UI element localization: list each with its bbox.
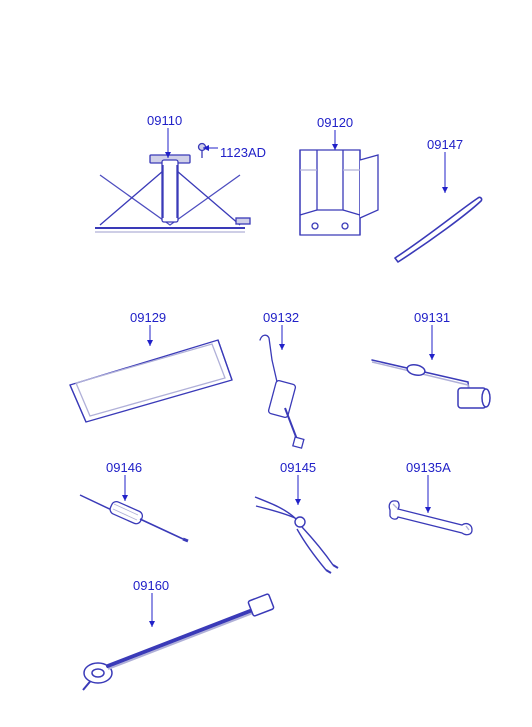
label-09132: 09132 [263,310,299,325]
label-1123AD: 1123AD [220,145,266,160]
label-09131: 09131 [414,310,450,325]
part-09129-bag [70,340,232,422]
label-09110: 09110 [147,113,182,128]
label-09145: 09145 [280,460,316,475]
label-09129: 09129 [130,310,166,325]
part-09132-socket-handle [260,335,304,448]
label-09147: 09147 [427,137,463,152]
parts-diagram [0,0,532,727]
part-09146-screwdriver [80,495,188,541]
part-09160-nut-wrench [83,594,274,690]
label-09135A: 09135A [406,460,451,475]
part-09147-rod [395,197,482,262]
label-09146: 09146 [106,460,142,475]
label-09120: 09120 [317,115,353,130]
part-09145-pliers [255,497,338,573]
label-09160: 09160 [133,578,169,593]
part-09120-bracket [300,150,378,235]
part-09135A-spanner [389,501,472,535]
part-09131-wheel-wrench [372,360,490,408]
